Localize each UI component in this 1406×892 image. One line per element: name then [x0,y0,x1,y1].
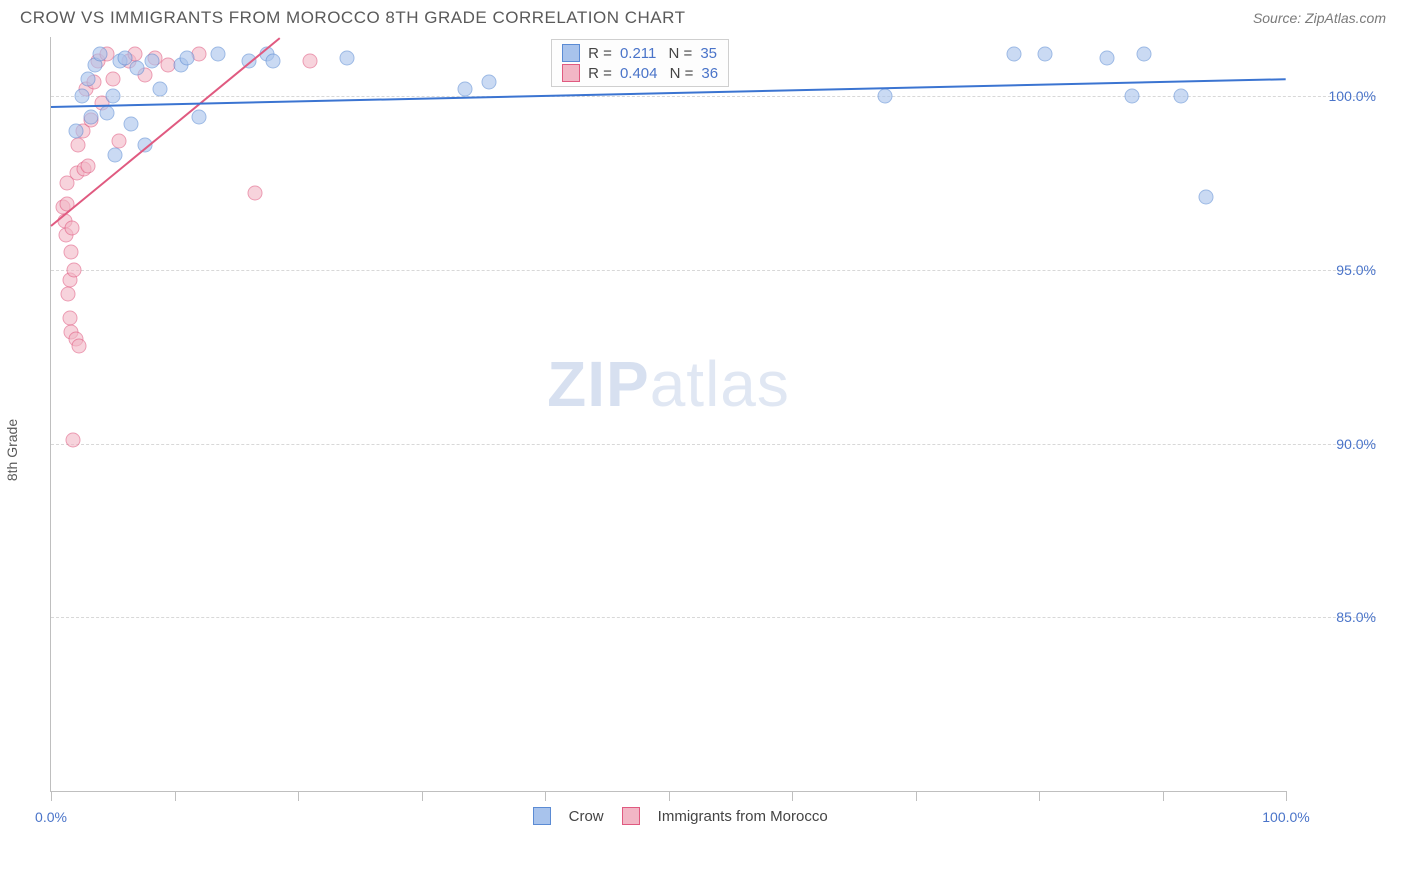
data-point-crow [340,50,355,65]
data-point-crow [482,75,497,90]
series-legend: Crow Immigrants from Morocco [533,807,828,825]
legend-n-value: 35 [700,45,717,62]
x-tick [51,791,52,801]
data-point-crow [108,148,123,163]
legend-r-value: 0.211 [620,45,656,62]
data-point-crow [877,89,892,104]
legend-r-label: R = [588,45,612,62]
data-point-crow [124,116,139,131]
legend-r-value: 0.404 [620,65,658,82]
data-point-crow [152,82,167,97]
legend-n-label: N = [664,45,692,62]
data-point-crow [1007,47,1022,62]
legend-n-value: 36 [701,65,718,82]
data-point-morocco [61,287,76,302]
legend-r-label: R = [588,65,612,82]
data-point-crow [105,89,120,104]
data-point-crow [130,61,145,76]
data-point-morocco [303,54,318,69]
data-point-morocco [67,262,82,277]
data-point-morocco [81,158,96,173]
x-tick-label: 100.0% [1262,809,1309,825]
data-point-crow [457,82,472,97]
data-point-crow [1038,47,1053,62]
x-tick [545,791,546,801]
y-axis-label: 8th Grade [4,419,20,481]
data-point-crow [99,106,114,121]
data-point-crow [1174,89,1189,104]
data-point-morocco [105,71,120,86]
data-point-crow [210,47,225,62]
data-point-crow [1136,47,1151,62]
x-tick [669,791,670,801]
y-tick-label: 90.0% [1296,436,1376,452]
y-tick-label: 95.0% [1296,262,1376,278]
data-point-crow [1198,189,1213,204]
stats-legend: R = 0.211 N = 35 R = 0.404 N = 36 [551,39,729,87]
chart-container: 8th Grade ZIPatlas 85.0%90.0%95.0%100.0%… [40,32,1386,852]
data-point-crow [266,54,281,69]
data-point-crow [93,47,108,62]
data-point-morocco [247,186,262,201]
legend-series-label: Crow [569,808,604,825]
data-point-crow [192,109,207,124]
data-point-crow [179,50,194,65]
y-tick-label: 85.0% [1296,609,1376,625]
y-tick-label: 100.0% [1296,88,1376,104]
data-point-crow [145,54,160,69]
source-label: Source: ZipAtlas.com [1253,10,1386,26]
data-point-morocco [111,134,126,149]
gridline [51,270,1376,271]
legend-swatch [562,64,580,82]
x-tick [916,791,917,801]
chart-title: CROW VS IMMIGRANTS FROM MOROCCO 8TH GRAD… [20,8,685,28]
gridline [51,617,1376,618]
legend-swatch [533,807,551,825]
legend-swatch [562,44,580,62]
data-point-crow [1099,50,1114,65]
x-tick [1163,791,1164,801]
legend-n-label: N = [665,65,693,82]
data-point-crow [74,89,89,104]
data-point-morocco [66,433,81,448]
data-point-crow [1124,89,1139,104]
watermark: ZIPatlas [547,347,790,421]
data-point-morocco [63,245,78,260]
legend-swatch [622,807,640,825]
gridline [51,444,1376,445]
x-tick [298,791,299,801]
plot-area: ZIPatlas 85.0%90.0%95.0%100.0%0.0%100.0%… [50,37,1286,792]
x-tick [422,791,423,801]
x-tick [792,791,793,801]
legend-series-label: Immigrants from Morocco [658,808,828,825]
x-tick [1286,791,1287,801]
x-tick [175,791,176,801]
data-point-morocco [64,221,79,236]
data-point-crow [81,71,96,86]
data-point-morocco [62,311,77,326]
data-point-crow [83,109,98,124]
data-point-morocco [71,137,86,152]
x-tick [1039,791,1040,801]
data-point-morocco [72,339,87,354]
x-tick-label: 0.0% [35,809,67,825]
data-point-crow [68,123,83,138]
